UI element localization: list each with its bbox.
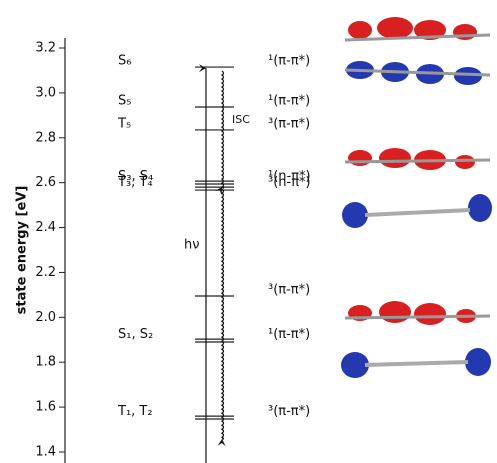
y-tick-label: 3.0 (35, 85, 56, 100)
y-axis-label: state energy [eV] (15, 186, 30, 315)
state-character: ¹(π-π*) (268, 327, 310, 342)
orbital-2 (342, 148, 492, 228)
orbital-1 (345, 17, 490, 85)
absorption-label: hν (184, 238, 200, 253)
state-label: T₃, T₄ (117, 175, 153, 190)
relaxation-arrow (222, 189, 224, 439)
isc-label: ISC (232, 113, 250, 126)
orbital-3 (341, 301, 491, 378)
state-character: ³(n-π*) (268, 175, 311, 190)
state-character: ³(π-π*) (268, 283, 310, 298)
state-character: ³(π-π*) (268, 404, 310, 419)
y-tick-label: 2.0 (35, 310, 56, 325)
chart: state energy [eV] 3.2 3.0 2.8 2.6 2.4 2.2 2.0 1… (0, 0, 497, 463)
state-label: S₁, S₂ (118, 327, 153, 342)
state-character: ³(π-π*) (268, 116, 310, 131)
y-tick-label: 1.4 (35, 445, 56, 460)
orbital-images (341, 17, 492, 378)
y-tick-label: 3.2 (35, 41, 56, 56)
y-tick-label: 2.4 (35, 220, 56, 235)
state-character: ¹(π-π*) (268, 54, 310, 69)
y-tick-label: 2.2 (35, 265, 56, 280)
state-label: T₅ (117, 116, 131, 131)
state-character: ¹(π-π*) (268, 94, 310, 109)
state-label: T₁, T₂ (117, 404, 153, 419)
y-tick-label: 2.8 (35, 130, 56, 145)
state-label: S₅ (118, 94, 131, 109)
y-tick-label: 2.6 (35, 175, 56, 190)
state-label: S₆ (118, 54, 131, 69)
y-tick-label: 1.6 (35, 400, 56, 415)
y-tick-label: 1.8 (35, 355, 56, 370)
